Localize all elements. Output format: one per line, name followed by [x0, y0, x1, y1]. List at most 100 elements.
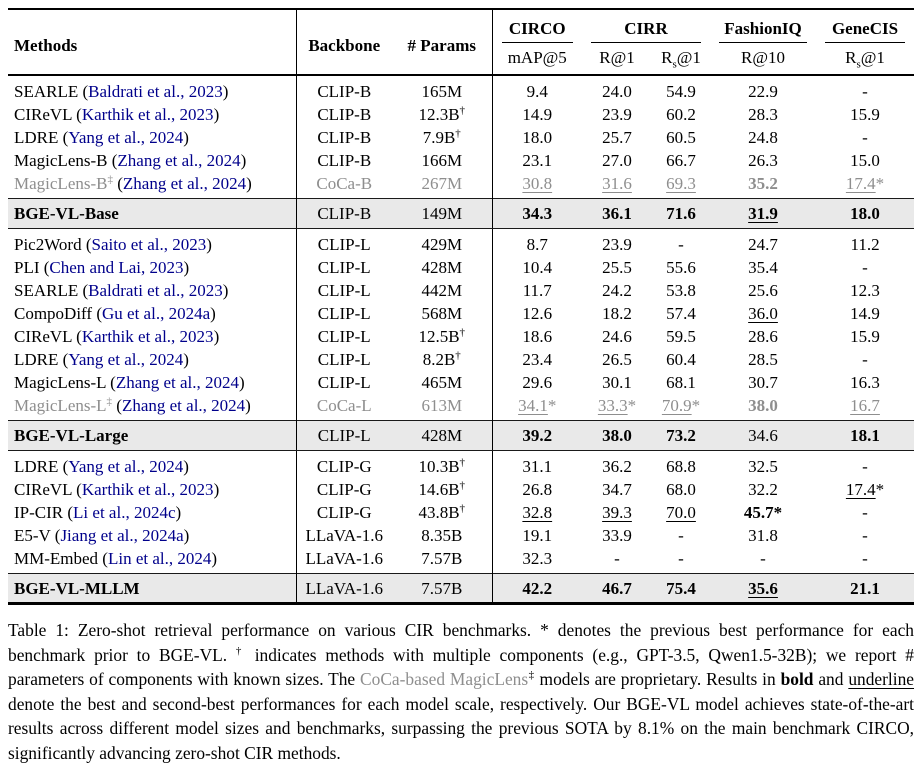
citation-link[interactable]: Baldrati et al., 2023 [88, 281, 223, 300]
method-name: LDRE [14, 350, 59, 369]
citation-link[interactable]: Zhang et al., 2024 [122, 174, 247, 193]
metric-value: 60.4 [666, 350, 696, 369]
method-row: MagicLens-L‡ (Zhang et al., 2024) CoCa-L 6… [8, 394, 914, 421]
citation-link[interactable]: Chen and Lai, 2023 [49, 258, 184, 277]
method-row: MagicLens-L (Zhang et al., 2024) CLIP-L 46… [8, 371, 914, 394]
value-cell: 11.2 [816, 229, 914, 257]
group-header-label: FashionIQ [719, 18, 808, 44]
group-header-label: GeneCIS [825, 18, 906, 44]
metric-value: - [862, 526, 868, 545]
value-cell: 9.4 [492, 75, 582, 103]
caption-segment-8: underline [848, 669, 915, 690]
citation-link[interactable]: Gu et al., 2024a [102, 304, 211, 323]
results-table: Methods Backbone # Params CIRCO CIRR FashionI… [8, 8, 915, 605]
citation-link[interactable]: Karthik et al., 2023 [81, 327, 214, 346]
value-cell: 68.1 [652, 371, 710, 394]
citation-link[interactable]: Yang et al., 2024 [68, 457, 184, 476]
citation-link[interactable]: Karthik et al., 2023 [81, 480, 214, 499]
metric-value: 46.7 [602, 578, 632, 598]
table-section-3: LDRE (Yang et al., 2024) CLIP-G 10.3B† 31.1… [8, 450, 915, 604]
multi-component-dagger: † [455, 127, 461, 140]
metric-value: 16.3 [850, 373, 880, 392]
method-name: E5-V [14, 526, 51, 545]
citation-link[interactable]: Li et al., 2024c [73, 503, 176, 522]
value-cell: 18.0 [816, 198, 915, 229]
params-cell: 8.35B [392, 524, 493, 547]
paren-close: ) [213, 327, 220, 346]
value-cell: 11.7 [492, 279, 582, 302]
value-cell: 32.2 [710, 478, 816, 501]
backbone-cell: CLIP-B [317, 105, 372, 124]
metric-value: 55.6 [666, 258, 696, 277]
metric-value: 18.6 [522, 327, 553, 346]
value-cell: 19.1 [492, 524, 582, 547]
metric-value: 33.3 [597, 396, 628, 415]
method-cell: BGE-VL-MLLM [8, 573, 297, 604]
prev-best-star: * [875, 174, 885, 193]
metric-value: 17.4 [845, 480, 876, 499]
value-cell: 28.5 [710, 348, 816, 371]
value-cell: - [816, 547, 914, 574]
method-name: MM-Embed [14, 549, 99, 568]
prev-best-star: * [627, 396, 637, 415]
citation-link[interactable]: Karthik et al., 2023 [81, 105, 214, 124]
method-row: CIReVL (Karthik et al., 2023) CLIP-G 14.6B… [8, 478, 914, 501]
method-row: IP-CIR (Li et al., 2024c) CLIP-G 43.8B† 32.… [8, 501, 914, 524]
citation-link[interactable]: Zhang et al., 2024 [117, 151, 241, 170]
method-row: LDRE (Yang et al., 2024) CLIP-B 7.9B† 18.0 2… [8, 126, 914, 149]
value-cell: 10.4 [492, 256, 582, 279]
metric-value: 12.6 [522, 304, 553, 323]
metric-value: 24.8 [748, 128, 778, 147]
backbone-cell: CLIP-L [317, 258, 371, 277]
citation-link[interactable]: Lin et al., 2024 [107, 549, 212, 568]
citation-link[interactable]: Zhang et al., 2024 [121, 396, 246, 415]
backbone-cell: CLIP-L [296, 420, 392, 451]
paren-open: ( [112, 174, 123, 193]
method-name: CompoDiff [14, 304, 93, 323]
metric-value: 15.9 [850, 327, 880, 346]
value-cell: 59.5 [652, 325, 710, 348]
metric-value: 70.0 [666, 503, 696, 522]
backbone-cell: CLIP-B [317, 151, 372, 170]
backbone-cell: CLIP-G [316, 457, 372, 476]
proprietary-mark: ‡ [107, 173, 113, 186]
group-header-circo: CIRCO [492, 9, 582, 45]
value-cell: 38.0 [582, 420, 652, 451]
citation-link[interactable]: Baldrati et al., 2023 [88, 82, 223, 101]
metric-value: 8.7 [526, 235, 548, 254]
metric-value: - [862, 457, 868, 476]
citation-link[interactable]: Jiang et al., 2024a [60, 526, 184, 545]
header-row-groups: Methods Backbone # Params CIRCO CIRR FashionI… [8, 9, 914, 76]
value-cell: 57.4 [652, 302, 710, 325]
paren-close: ) [210, 304, 216, 323]
caption-segment-6: bold [780, 669, 814, 690]
citation-link[interactable]: Zhang et al., 2024 [115, 373, 240, 392]
value-cell: 60.4 [652, 348, 710, 371]
caption-segment-0: Table 1: Zero-shot retrieval performance… [8, 620, 914, 665]
paren-close: ) [222, 281, 229, 300]
citation-link[interactable]: Yang et al., 2024 [68, 128, 184, 147]
metric-value: 32.2 [748, 480, 778, 499]
value-cell: 66.7 [652, 149, 710, 172]
metric-value: 24.2 [602, 281, 632, 300]
citation-link[interactable]: Yang et al., 2024 [68, 350, 184, 369]
prev-best-star: * [773, 503, 783, 522]
prev-best-star: * [691, 396, 701, 415]
method-cell: CIReVL (Karthik et al., 2023) [8, 103, 297, 126]
params-cell: 10.3B† [392, 450, 493, 478]
metric-value: 23.4 [522, 350, 553, 369]
metric-value: 45.7 [743, 503, 774, 522]
metric-value: 53.8 [666, 281, 696, 300]
backbone-cell: CLIP-G [316, 480, 372, 499]
value-cell: 18.2 [582, 302, 652, 325]
method-cell: MagicLens-L‡ (Zhang et al., 2024) [8, 394, 297, 421]
paren-close: ) [222, 82, 229, 101]
value-cell: 38.0 [710, 394, 816, 421]
metric-value: 30.8 [522, 174, 553, 193]
value-cell: 16.7 [816, 394, 914, 421]
paren-open: ( [98, 549, 108, 568]
group-header-label: CIRR [591, 18, 702, 44]
value-cell: 71.6 [652, 198, 711, 229]
citation-link[interactable]: Saito et al., 2023 [91, 235, 207, 254]
metric-value: - [760, 549, 766, 568]
